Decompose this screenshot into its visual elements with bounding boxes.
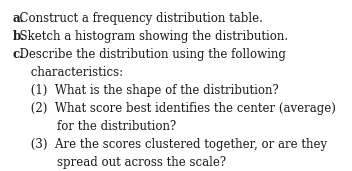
Text: b.: b. xyxy=(12,30,25,43)
Text: (1)  What is the shape of the distribution?: (1) What is the shape of the distributio… xyxy=(12,84,279,97)
Text: c.: c. xyxy=(12,48,24,61)
Text: a.: a. xyxy=(12,12,24,25)
Text: Construct a frequency distribution table.: Construct a frequency distribution table… xyxy=(12,12,263,25)
Text: for the distribution?: for the distribution? xyxy=(12,120,177,133)
Text: Describe the distribution using the following: Describe the distribution using the foll… xyxy=(12,48,286,61)
Text: Sketch a histogram showing the distribution.: Sketch a histogram showing the distribut… xyxy=(12,30,288,43)
Text: spread out across the scale?: spread out across the scale? xyxy=(12,156,226,169)
Text: characteristics:: characteristics: xyxy=(12,66,124,79)
Text: (2)  What score best identifies the center (average): (2) What score best identifies the cente… xyxy=(12,102,336,115)
Text: (3)  Are the scores clustered together, or are they: (3) Are the scores clustered together, o… xyxy=(12,138,327,151)
